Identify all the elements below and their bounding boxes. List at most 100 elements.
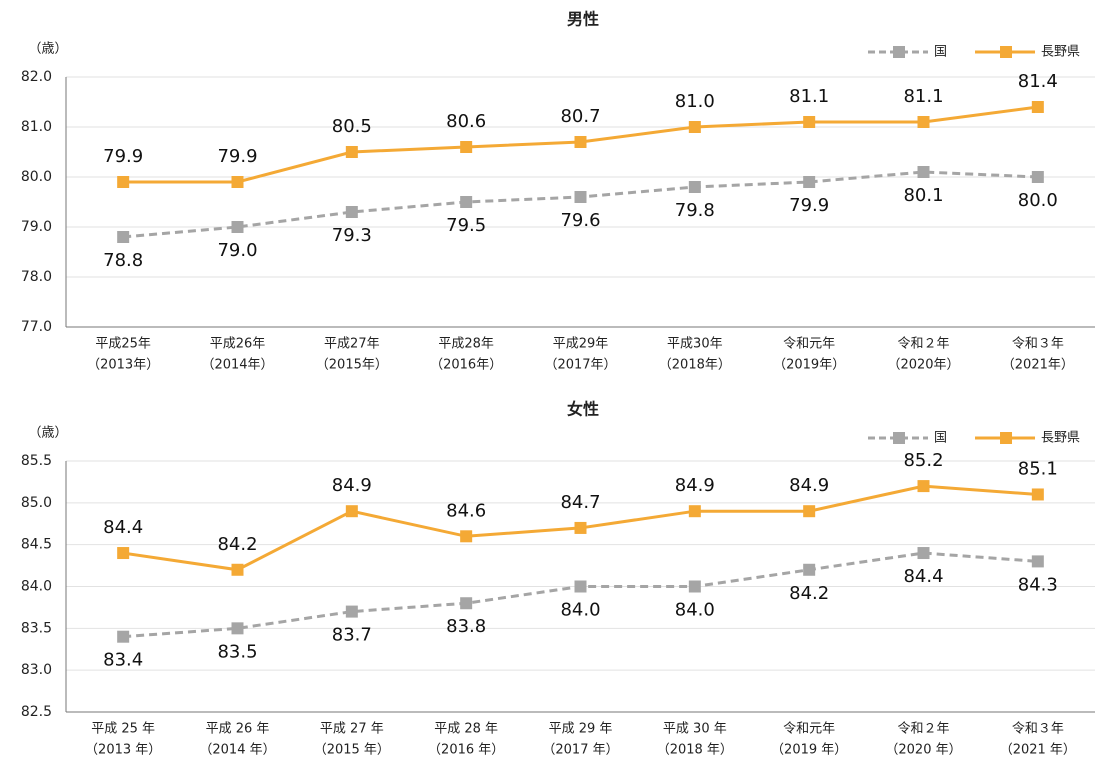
x-tick-label: （2015 年） [314,743,390,758]
x-tick-label: 平成 26 年 [206,722,270,737]
x-tick-label: 平成28年 [438,337,494,352]
point-marker [117,547,130,560]
point-marker [917,116,930,128]
x-tick-label: （2016年） [430,358,502,373]
point-marker [460,530,473,543]
data-label: 80.7 [560,106,600,127]
data-label: 81.4 [1018,71,1058,92]
point-marker [574,521,587,534]
data-label: 84.4 [903,566,943,587]
y-tick-label: 80.0 [21,169,52,185]
point-marker [345,206,358,218]
data-label: 79.9 [103,146,143,167]
point-marker [117,630,130,643]
point-marker [574,136,587,148]
x-tick-label: （2020年） [887,358,959,373]
data-label: 79.6 [560,210,600,231]
x-tick-label: （2018 年） [657,743,733,758]
x-tick-label: （2016 年） [428,743,504,758]
y-tick-label: 81.0 [21,119,52,135]
data-label: 84.4 [103,517,143,538]
legend-marker [893,46,905,58]
x-tick-label: 令和３年 [1012,722,1064,737]
data-label: 80.0 [1018,190,1058,211]
point-marker [460,141,473,153]
data-label: 81.1 [903,86,943,107]
x-tick-label: 平成 25 年 [91,722,155,737]
y-tick-label: 85.5 [21,453,52,469]
point-marker [688,580,701,593]
data-label: 84.2 [789,583,829,604]
point-marker [1031,488,1044,501]
point-marker [688,181,701,193]
x-tick-label: （2018年） [659,358,731,373]
y-tick-label: 84.5 [21,537,52,553]
point-marker [574,580,587,593]
x-tick-label: 令和２年 [897,722,949,737]
data-label: 79.5 [446,215,486,236]
legend-marker [893,432,905,444]
data-label: 81.0 [675,91,715,112]
point-marker [688,121,701,133]
data-label: 79.3 [332,225,372,246]
x-tick-label: 平成 29 年 [549,722,613,737]
y-tick-label: 84.0 [21,579,52,595]
series-line [123,551,1038,639]
y-axis-label: （歳） [28,42,67,57]
data-label: 81.1 [789,86,829,107]
y-tick-label: 82.5 [21,704,52,720]
data-label: 79.9 [217,146,257,167]
point-marker [917,480,930,493]
x-tick-label: （2017 年） [542,743,618,758]
point-marker [917,166,930,178]
point-marker [803,563,816,576]
x-tick-label: 平成27年 [324,337,380,352]
point-marker [917,547,930,560]
point-marker [231,622,244,635]
data-label: 78.8 [103,250,143,271]
legend-label: 国 [934,45,947,60]
data-label: 84.9 [332,475,372,496]
point-marker [345,605,358,618]
x-tick-label: （2014年） [201,358,273,373]
data-label: 84.9 [789,475,829,496]
data-label: 79.9 [789,195,829,216]
point-marker [803,176,816,188]
x-tick-label: 平成 27 年 [320,722,384,737]
x-tick-label: （2019年） [773,358,845,373]
point-marker [1031,171,1044,183]
y-tick-label: 82.0 [21,69,52,85]
x-tick-label: 令和３年 [1012,337,1064,352]
data-label: 83.4 [103,650,143,671]
y-tick-label: 83.0 [21,662,52,678]
x-tick-label: （2013 年） [85,743,161,758]
data-label: 79.0 [217,240,257,261]
point-marker [231,176,244,188]
data-label: 84.6 [446,500,486,521]
x-tick-label: （2021年） [1002,358,1074,373]
x-tick-label: 平成30年 [667,337,723,352]
data-label: 84.7 [560,492,600,513]
chart-title: 女性 [567,400,599,419]
x-tick-label: （2019 年） [771,743,847,758]
point-marker [574,191,587,203]
point-marker [1031,555,1044,568]
x-tick-label: 令和元年 [783,722,835,737]
x-tick-label: 平成 30 年 [663,722,727,737]
y-tick-label: 85.0 [21,495,52,511]
data-label: 83.5 [217,641,257,662]
x-tick-label: 平成26年 [210,337,266,352]
y-tick-label: 79.0 [21,219,52,235]
data-label: 84.0 [560,600,600,621]
data-label: 79.8 [675,200,715,221]
point-marker [117,176,130,188]
x-tick-label: （2014 年） [199,743,275,758]
data-label: 85.1 [1018,458,1058,479]
y-tick-label: 77.0 [21,319,52,335]
legend-marker [1000,46,1013,58]
data-label: 80.6 [446,111,486,132]
x-tick-label: （2015年） [316,358,388,373]
point-marker [803,505,816,518]
x-tick-label: 令和２年 [897,337,949,352]
legend-marker [1000,432,1013,444]
